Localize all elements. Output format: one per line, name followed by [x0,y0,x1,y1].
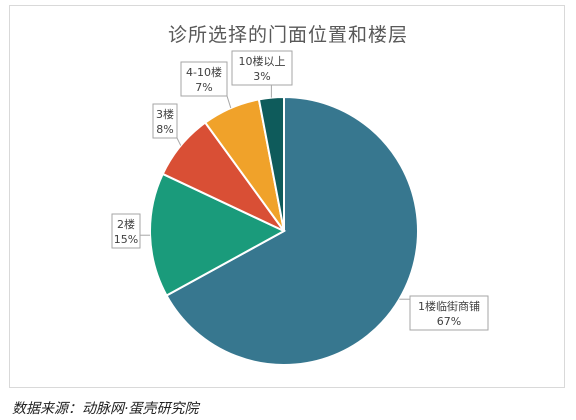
slice-value-label-1: 67% [437,315,461,328]
callout-box-5 [231,50,293,86]
slice-value-label-4: 7% [195,81,212,94]
pie-slice-1 [165,95,419,366]
slice-value-label-5: 3% [253,70,270,83]
slice-value-label-2: 15% [114,233,138,246]
callout-box-2 [111,213,141,249]
slice-value-label-3: 8% [156,123,173,136]
callout-pointer-4 [226,95,232,109]
slice-label-3: 3楼 [156,107,174,121]
callout-box-4 [180,61,228,97]
slice-label-2: 2楼 [117,217,135,231]
pie-chart: 1楼临街商铺 67% 2楼 15% 3楼 8% 4-10楼 7% 10楼以上 3% [111,50,489,366]
slice-label-5: 10楼以上 [239,54,286,68]
callout-box-1 [409,295,489,331]
callout-box-3 [152,103,178,139]
pie-slice-2 [149,172,287,297]
callout-pointer-3 [176,137,182,146]
slice-label-4: 4-10楼 [186,65,222,79]
source-note: 数据来源：动脉网·蛋壳研究院 [12,401,199,417]
chart-title: 诊所选择的门面位置和楼层 [167,24,408,46]
slice-label-1: 1楼临街商铺 [418,299,480,313]
